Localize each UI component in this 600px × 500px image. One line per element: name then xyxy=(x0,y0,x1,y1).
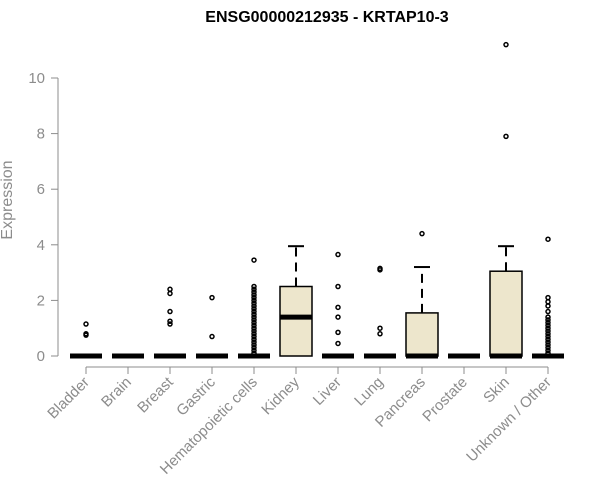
outlier-point xyxy=(377,331,383,337)
outlier-point xyxy=(335,283,341,290)
outlier-point xyxy=(167,290,173,297)
outlier-point xyxy=(251,300,257,306)
box-group xyxy=(238,257,270,359)
outlier-point xyxy=(545,350,551,356)
outlier-point xyxy=(251,289,257,295)
x-category-label: Bladder xyxy=(44,374,93,423)
outlier-point xyxy=(251,344,257,351)
outlier-point xyxy=(251,317,257,323)
outlier-point xyxy=(545,299,551,305)
outlier-point xyxy=(251,347,257,354)
outlier-point xyxy=(335,304,341,311)
outlier-point xyxy=(545,308,551,315)
y-axis-label: Expression xyxy=(0,160,16,239)
outlier-point xyxy=(377,265,383,272)
box-iqr xyxy=(405,312,439,357)
box-group xyxy=(279,245,313,357)
box-group xyxy=(532,236,564,359)
box-group xyxy=(405,230,439,359)
outlier-point xyxy=(335,340,341,347)
box-group xyxy=(70,321,102,359)
outlier-point xyxy=(335,251,341,258)
x-category-label: Prostate xyxy=(419,374,471,426)
outlier-point xyxy=(545,317,551,323)
outlier-point xyxy=(167,318,173,324)
outlier-point xyxy=(83,321,89,327)
x-category-label: Skin xyxy=(480,374,513,407)
x-category-label: Lung xyxy=(351,374,387,410)
outlier-point xyxy=(209,333,215,340)
outlier-point xyxy=(545,319,551,326)
outlier-point xyxy=(209,294,215,301)
box-group xyxy=(322,251,354,359)
outlier-point xyxy=(251,336,257,343)
box-group xyxy=(154,286,186,359)
outlier-point xyxy=(545,236,551,242)
outlier-point xyxy=(335,314,341,320)
y-axis: 0 2 4 6 8 10 xyxy=(28,70,59,365)
x-category-label: Breast xyxy=(134,373,177,416)
outlier-point xyxy=(251,303,257,309)
box-group xyxy=(364,265,396,359)
box-iqr xyxy=(279,285,313,357)
x-category-label: Kidney xyxy=(258,373,303,418)
outlier-point xyxy=(503,133,509,140)
y-tick-label: 6 xyxy=(37,181,45,198)
outlier-point xyxy=(251,322,257,329)
y-tick-label: 10 xyxy=(28,70,45,87)
outlier-point xyxy=(251,294,257,301)
box-iqr xyxy=(489,270,523,357)
outlier-point xyxy=(545,328,551,334)
outlier-point xyxy=(251,286,257,293)
x-category-label: Liver xyxy=(310,374,345,409)
outlier-point xyxy=(419,230,425,237)
outlier-point xyxy=(251,283,257,290)
outlier-point xyxy=(377,325,383,331)
outlier-point xyxy=(545,303,551,309)
outlier-point xyxy=(545,339,551,345)
chart-title: ENSG00000212935 - KRTAP10-3 xyxy=(205,9,448,26)
outlier-point xyxy=(251,333,257,340)
outlier-point xyxy=(545,331,551,337)
outlier-point xyxy=(251,292,257,298)
outlier-point xyxy=(503,41,509,48)
outlier-point xyxy=(335,329,341,336)
outlier-point xyxy=(251,297,257,304)
outlier-point xyxy=(545,344,551,351)
outlier-point xyxy=(251,342,257,348)
box-group xyxy=(196,294,228,359)
x-category-label: Brain xyxy=(98,374,135,411)
outlier-point xyxy=(251,339,257,345)
outlier-point xyxy=(251,325,257,331)
y-tick-label: 2 xyxy=(37,292,45,309)
outlier-point xyxy=(251,305,257,312)
outlier-point xyxy=(251,311,257,318)
outlier-point xyxy=(545,322,551,329)
outlier-point xyxy=(251,257,257,263)
box-group xyxy=(489,41,523,359)
y-tick-label: 4 xyxy=(37,237,45,254)
outlier-point xyxy=(545,314,551,320)
outlier-point xyxy=(545,325,551,331)
outlier-point xyxy=(167,286,173,293)
outlier-point xyxy=(167,308,173,315)
y-tick-label: 8 xyxy=(37,126,45,143)
outlier-point xyxy=(251,331,257,337)
outlier-point xyxy=(545,294,551,301)
outlier-point xyxy=(545,342,551,348)
outlier-point xyxy=(545,333,551,340)
outlier-point xyxy=(545,336,551,343)
outlier-point xyxy=(251,350,257,356)
outlier-point xyxy=(83,331,89,337)
outlier-point xyxy=(545,347,551,354)
outlier-point xyxy=(251,314,257,320)
plot-area xyxy=(70,41,564,359)
outlier-point xyxy=(251,308,257,315)
outlier-point xyxy=(251,328,257,334)
y-tick-label: 0 xyxy=(37,348,45,365)
outlier-point xyxy=(167,321,173,327)
outlier-point xyxy=(251,319,257,326)
